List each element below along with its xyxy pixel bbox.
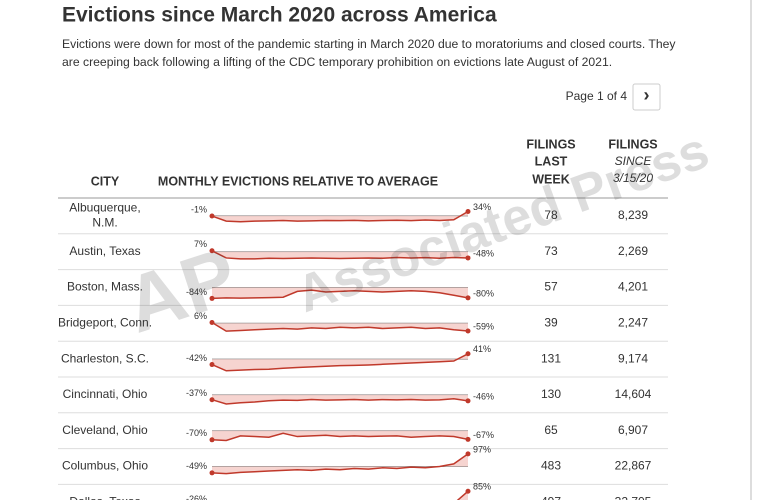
start-label: -42% xyxy=(186,353,207,363)
filings-since: 9,174 xyxy=(618,351,648,365)
start-label: -26% xyxy=(186,494,207,500)
sparkline xyxy=(211,353,469,372)
sparkline xyxy=(211,398,469,405)
rows: Albuquerque,N.M. -1% 34% 78 8,239 Austin, Tex… xyxy=(58,201,668,500)
sparkline-area xyxy=(212,250,468,259)
filings-last-week: 131 xyxy=(541,351,561,365)
subtitle: Evictions were down for most of the pand… xyxy=(62,37,676,51)
sparkline-area xyxy=(212,430,468,441)
filings-since: 14,604 xyxy=(615,387,652,401)
start-label: -1% xyxy=(191,204,207,214)
filings-last-week: 73 xyxy=(544,244,558,258)
sparkline xyxy=(211,432,469,442)
start-label: -70% xyxy=(186,428,207,438)
filings-since: 6,907 xyxy=(618,423,648,437)
filings-last-week: 39 xyxy=(544,315,558,329)
start-dot xyxy=(209,295,215,301)
sparkline-area xyxy=(212,353,468,371)
city: Boston, Mass. xyxy=(67,280,143,294)
sparkline-area xyxy=(457,491,468,500)
filings-last-week: 57 xyxy=(544,280,558,294)
filings-last-week: 483 xyxy=(541,459,561,473)
end-label: 85% xyxy=(473,482,491,492)
filings-since: 22,867 xyxy=(615,459,652,473)
end-label: 97% xyxy=(473,444,491,454)
start-label: 7% xyxy=(194,239,207,249)
start-label: -49% xyxy=(186,461,207,471)
city: Columbus, Ohio xyxy=(62,459,148,473)
sparkline xyxy=(456,490,469,500)
sparkline xyxy=(211,289,469,300)
sparkline xyxy=(211,210,469,223)
end-dot xyxy=(465,451,471,457)
filings-last-week: 65 xyxy=(544,423,558,437)
end-dot xyxy=(465,255,471,261)
city: Bridgeport, Conn. xyxy=(58,315,152,329)
sparkline-area xyxy=(212,211,468,222)
end-dot xyxy=(465,328,471,334)
city: N.M. xyxy=(92,216,117,230)
start-dot xyxy=(209,320,215,326)
start-dot xyxy=(209,248,215,254)
start-label: 6% xyxy=(194,311,207,321)
end-dot xyxy=(465,295,471,301)
start-label: -37% xyxy=(186,388,207,398)
start-dot xyxy=(209,213,215,219)
sparkline-area xyxy=(212,287,468,299)
city: Charleston, S.C. xyxy=(61,351,149,365)
sparkline xyxy=(211,321,469,332)
start-dot xyxy=(209,470,215,476)
sparkline xyxy=(211,250,469,260)
filings-last-week: 78 xyxy=(544,208,558,222)
col-header: CITY xyxy=(91,174,120,188)
city: Albuquerque, xyxy=(69,201,140,215)
start-dot xyxy=(209,362,215,368)
city: Dallas, Texas xyxy=(69,494,140,500)
filings-since: 32,705 xyxy=(615,494,652,500)
end-label: -59% xyxy=(473,321,494,331)
end-label: -80% xyxy=(473,288,494,298)
filings-last-week: 130 xyxy=(541,387,561,401)
city: Cincinnati, Ohio xyxy=(63,387,148,401)
next-button[interactable] xyxy=(632,83,661,111)
col-header: FILINGS xyxy=(608,137,657,151)
col-header: WEEK xyxy=(532,172,570,186)
end-label: 34% xyxy=(473,202,491,212)
pager-label: Page 1 of 4 xyxy=(566,89,628,103)
end-label: -48% xyxy=(473,248,494,258)
end-label: 41% xyxy=(473,344,491,354)
end-dot xyxy=(465,488,471,494)
end-label: -46% xyxy=(473,391,494,401)
col-header: SINCE xyxy=(615,154,653,168)
sparkline xyxy=(211,453,469,475)
next-icon[interactable]: › xyxy=(644,85,650,105)
title: Evictions since March 2020 across Americ… xyxy=(62,4,497,27)
end-dot xyxy=(465,398,471,404)
start-label: -84% xyxy=(186,287,207,297)
col-header: FILINGS xyxy=(526,137,575,151)
city: Cleveland, Ohio xyxy=(62,423,148,437)
filings-since: 4,201 xyxy=(618,280,648,294)
filings-since: 8,239 xyxy=(618,208,648,222)
end-dot xyxy=(465,351,471,357)
col-header: 3/15/20 xyxy=(613,171,653,185)
filings-last-week: 497 xyxy=(541,494,561,500)
start-dot xyxy=(209,397,215,403)
sparkline-area xyxy=(212,453,468,474)
city: Austin, Texas xyxy=(69,244,140,258)
watermark-text: Associated Press xyxy=(289,121,716,324)
end-dot xyxy=(465,208,471,214)
subtitle: are creeping back following a lifting of… xyxy=(62,55,612,69)
end-label: -67% xyxy=(473,430,494,440)
col-header: LAST xyxy=(535,154,568,168)
filings-since: 2,247 xyxy=(618,315,648,329)
col-header: MONTHLY EVICTIONS RELATIVE TO AVERAGE xyxy=(158,174,438,188)
start-dot xyxy=(209,437,215,443)
filings-since: 2,269 xyxy=(618,244,648,258)
end-dot xyxy=(465,436,471,442)
